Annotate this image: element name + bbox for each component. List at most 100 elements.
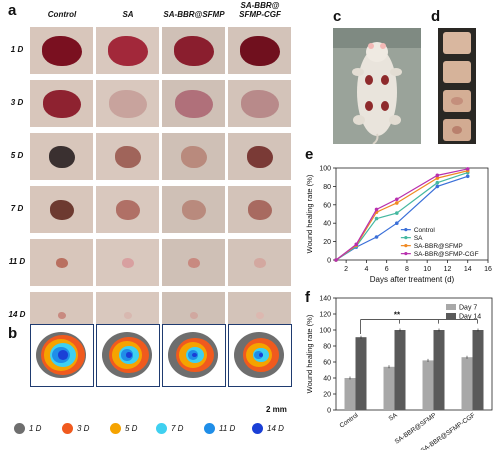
series-line	[335, 168, 468, 261]
x-axis-label: Days after treatment (d)	[370, 275, 455, 284]
contour-ring	[125, 352, 132, 358]
data-point	[334, 258, 338, 262]
x-tick-label: 2	[344, 266, 348, 273]
panel-label-f: f	[305, 289, 310, 306]
wound-photo	[30, 239, 93, 286]
wound-photo	[228, 186, 291, 233]
panel-label-b: b	[8, 325, 18, 342]
y-tick-label: 40	[323, 221, 331, 228]
legend-label: SA	[414, 235, 423, 242]
wound-photo	[96, 186, 159, 233]
wound-photo	[96, 27, 159, 74]
legend-swatch	[204, 422, 215, 434]
row-label-day: 14 D	[8, 310, 26, 319]
x-tick-label: 4	[364, 266, 368, 273]
panel-label-d: d	[431, 8, 441, 25]
bar	[422, 360, 434, 410]
wound-area	[180, 145, 207, 168]
y-tick-label: 100	[319, 328, 331, 335]
contour-ring	[258, 353, 263, 357]
x-tick-label: 12	[444, 266, 452, 273]
contour-map	[96, 324, 160, 387]
legend-swatch	[446, 313, 456, 319]
legend-label: Control	[414, 227, 436, 234]
legend-marker	[404, 228, 408, 232]
bar	[394, 330, 406, 410]
wound-area	[49, 199, 74, 220]
column-header: SA-BBR@ SFMP-CGF	[239, 1, 281, 19]
data-point	[374, 207, 379, 212]
y-tick-label: 0	[327, 408, 331, 415]
wound-photo	[30, 186, 93, 233]
bar	[344, 378, 356, 410]
legend-label: 11 D	[219, 423, 236, 433]
wound-area	[57, 312, 66, 319]
wound-area	[108, 89, 147, 118]
category-label: Control	[338, 412, 360, 430]
bar	[472, 330, 484, 410]
x-tick-label: 8	[405, 266, 409, 273]
bar	[383, 366, 395, 410]
column-header: SA-BBR@SFMP	[163, 10, 225, 19]
significance-marker: **	[394, 311, 401, 320]
wound-photo	[30, 80, 93, 127]
legend-label: SA-BBR@SFMP	[414, 243, 463, 250]
data-point	[374, 235, 379, 239]
data-point	[354, 242, 359, 247]
contour-map	[228, 324, 292, 387]
contour-legend-item: 11 D	[204, 422, 235, 434]
data-point	[465, 174, 470, 179]
y-tick-label: 60	[323, 360, 331, 367]
wound-photo	[96, 133, 159, 180]
wound-area	[253, 257, 266, 268]
wound-photo	[228, 80, 291, 127]
wound-photo	[30, 27, 93, 74]
wound-area	[189, 312, 198, 319]
wound-photo	[162, 80, 225, 127]
legend-label: 3 D	[77, 423, 90, 433]
row-label-day: 3 D	[10, 98, 24, 107]
row-label-day: 7 D	[10, 204, 24, 213]
legend-swatch	[62, 422, 73, 434]
wound-area	[240, 89, 279, 118]
contour-legend-item: 7 D	[156, 422, 183, 434]
contour-legend-item: 5 D	[110, 422, 137, 434]
legend-swatch	[156, 422, 167, 434]
wound-area	[41, 35, 82, 66]
panel-label-a: a	[8, 2, 17, 19]
legend-label: Day 7	[459, 305, 477, 312]
wound-photo	[228, 133, 291, 180]
plot-frame	[335, 297, 493, 411]
series-line	[335, 170, 468, 261]
data-point	[435, 173, 440, 178]
legend-marker	[404, 252, 408, 256]
y-tick-label: 80	[323, 344, 331, 351]
wound-photo	[96, 239, 159, 286]
data-point	[395, 221, 399, 225]
bar	[355, 337, 367, 410]
legend-label: 7 D	[171, 423, 184, 433]
wound-area	[107, 35, 148, 66]
wound-photo	[162, 186, 225, 233]
column-header: Control	[47, 10, 77, 19]
wound-area	[48, 145, 75, 168]
wound-area	[115, 199, 140, 220]
wound-area	[187, 257, 200, 268]
data-point	[435, 176, 440, 180]
wound-area	[55, 257, 68, 268]
series-line	[335, 175, 468, 261]
contour-legend-item: 14 D	[252, 422, 284, 434]
y-tick-label: 120	[319, 312, 331, 319]
contour-map	[162, 324, 226, 387]
scale-bar-label: 2 mm	[266, 405, 287, 414]
legend-swatch	[446, 304, 456, 310]
wound-area	[247, 199, 272, 220]
legend-label: 1 D	[29, 423, 42, 433]
wound-area	[255, 312, 264, 319]
contour-map	[30, 324, 94, 387]
legend-marker	[404, 236, 408, 240]
wound-area	[246, 145, 273, 168]
contour-ring	[192, 352, 197, 358]
data-point	[435, 184, 440, 189]
y-tick-label: 40	[323, 376, 331, 383]
